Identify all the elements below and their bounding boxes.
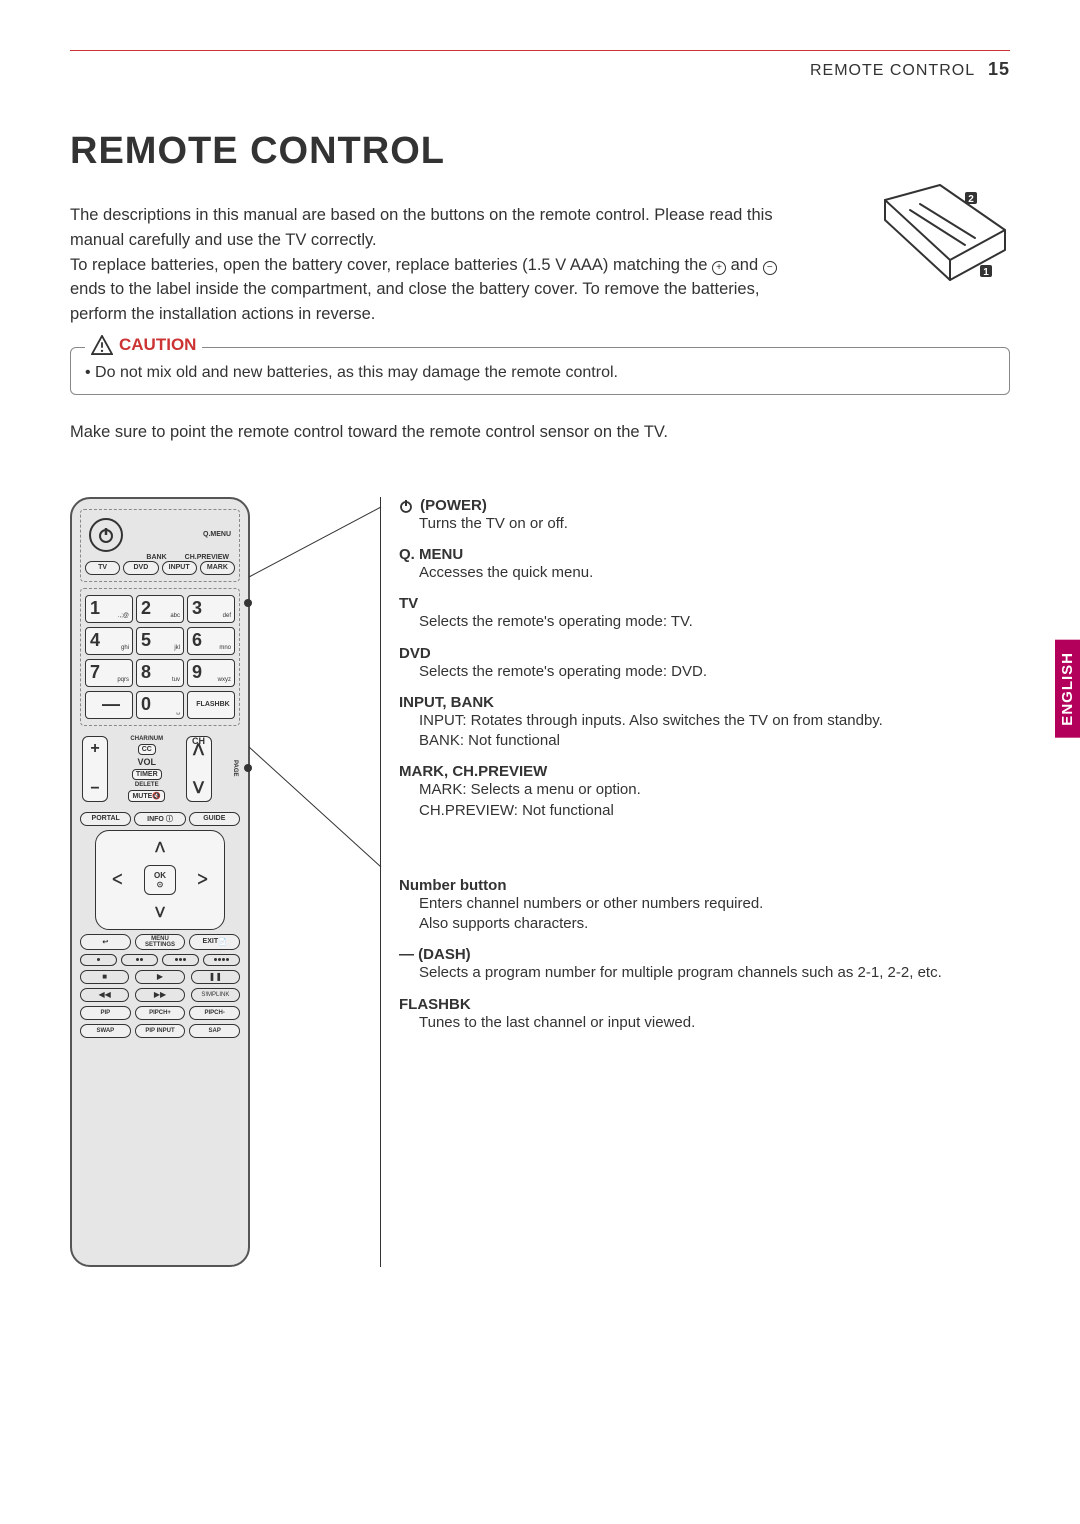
key-4: 4ghi — [85, 627, 133, 655]
vol-ch-section: +− CHAR/NUM CC VOL TIMER DELETE MUTE🔇 CH… — [80, 732, 240, 806]
key-5: 5jkl — [136, 627, 184, 655]
key-1: 1.,;@ — [85, 595, 133, 623]
desc-item: INPUT, BANKINPUT: Rotates through inputs… — [399, 694, 942, 752]
swap-row: SWAP PIP INPUT SAP — [80, 1024, 240, 1038]
caution-item: Do not mix old and new batteries, as thi… — [85, 364, 995, 382]
ch-label: CH — [192, 736, 205, 746]
desc-item: — (DASH)Selects a program number for mul… — [399, 946, 942, 983]
desc-group-1: (POWER)Turns the TV on or off. Q. MENUAcc… — [399, 497, 942, 821]
desc-item: FLASHBKTunes to the last channel or inpu… — [399, 996, 942, 1033]
page-label: PAGE — [232, 760, 238, 777]
charnum-label: CHAR/NUM — [130, 736, 163, 742]
desc-item: Q. MENUAccesses the quick menu. — [399, 546, 942, 583]
warning-icon — [91, 335, 113, 355]
key-3: 3def — [187, 595, 235, 623]
caution-box: CAUTION Do not mix old and new batteries… — [70, 347, 1010, 395]
portal-key: PORTAL — [80, 812, 131, 826]
color-dots-row — [80, 954, 240, 966]
key-2: 2abc — [136, 595, 184, 623]
dash-key: — — [85, 691, 133, 719]
key-8: 8tuv — [136, 659, 184, 687]
guide-key: GUIDE — [189, 812, 240, 826]
mute-key: MUTE🔇 — [128, 790, 165, 802]
vol-label: VOL — [137, 757, 156, 767]
page-title: REMOTE CONTROL — [70, 130, 1010, 173]
desc-item: Number buttonEnters channel numbers or o… — [399, 877, 942, 935]
flashbk-key: FLASHBK — [187, 691, 235, 719]
header-section: REMOTE CONTROL — [810, 62, 975, 79]
desc-item: DVDSelects the remote's operating mode: … — [399, 645, 942, 682]
ok-button: OK⊙ — [144, 865, 176, 895]
right-arrow: ᐳ — [198, 871, 208, 888]
back-key: ↩ — [80, 934, 131, 950]
intro-text: The descriptions in this manual are base… — [70, 203, 790, 327]
remote-section-numpad: 1.,;@2abc3def 4ghi5jkl6mno 7pqrs8tuv9wxy… — [80, 588, 240, 726]
nav-ring: ᐱ ᐸ OK⊙ ᐳ ᐯ — [95, 830, 225, 930]
key-6: 6mno — [187, 627, 235, 655]
caution-label: CAUTION — [85, 335, 202, 355]
bank-label: BANK — [146, 554, 166, 561]
language-tab: ENGLISH — [1055, 640, 1080, 738]
desc-item: MARK, CH.PREVIEWMARK: Selects a menu or … — [399, 763, 942, 821]
input-button: INPUT — [162, 561, 197, 575]
battery-illustration: 1 2 — [880, 180, 1010, 290]
remote-section-top: Q.MENU BANK CH.PREVIEW TV DVD INPUT MARK — [80, 509, 240, 582]
exit-key: EXIT 📄 — [189, 934, 240, 950]
left-arrow: ᐸ — [112, 871, 122, 888]
cc-key: CC — [138, 744, 156, 755]
key-9: 9wxyz — [187, 659, 235, 687]
page-number: 15 — [988, 59, 1010, 79]
sensor-note: Make sure to point the remote control to… — [70, 423, 1010, 442]
key-0: 0␣ — [136, 691, 184, 719]
desc-group-2: Number buttonEnters channel numbers or o… — [399, 877, 942, 1033]
desc-item: TVSelects the remote's operating mode: T… — [399, 595, 942, 632]
pip-row: PIP PIPCH+ PIPCH- — [80, 1006, 240, 1020]
descriptions-column: (POWER)Turns the TV on or off. Q. MENUAcc… — [380, 497, 942, 1267]
mark-button: MARK — [200, 561, 235, 575]
remote-illustration: Q.MENU BANK CH.PREVIEW TV DVD INPUT MARK… — [70, 497, 250, 1267]
leader-lines-1 — [249, 577, 381, 877]
power-icon — [97, 526, 115, 544]
info-key: INFO ⓘ — [134, 812, 185, 826]
svg-text:2: 2 — [968, 194, 974, 205]
key-7: 7pqrs — [85, 659, 133, 687]
page-header: REMOTE CONTROL 15 — [70, 59, 1010, 80]
chpreview-label: CH.PREVIEW — [185, 554, 229, 561]
media-row-1: ■▶❚❚ — [80, 970, 240, 984]
qmenu-label: Q.MENU — [203, 531, 231, 538]
tv-button: TV — [85, 561, 120, 575]
media-row-2: ◀◀▶▶S!MPLINK — [80, 988, 240, 1002]
vol-rocker: +− — [82, 736, 108, 802]
dvd-button: DVD — [123, 561, 158, 575]
svg-text:1: 1 — [983, 267, 989, 278]
power-button — [89, 518, 123, 552]
menu-key: MENUSETTINGS — [135, 934, 186, 950]
delete-label: DELETE — [135, 782, 159, 788]
timer-key: TIMER — [132, 769, 162, 780]
up-arrow: ᐱ — [155, 839, 165, 856]
desc-item: (POWER)Turns the TV on or off. — [399, 497, 942, 534]
down-arrow: ᐯ — [155, 904, 165, 921]
